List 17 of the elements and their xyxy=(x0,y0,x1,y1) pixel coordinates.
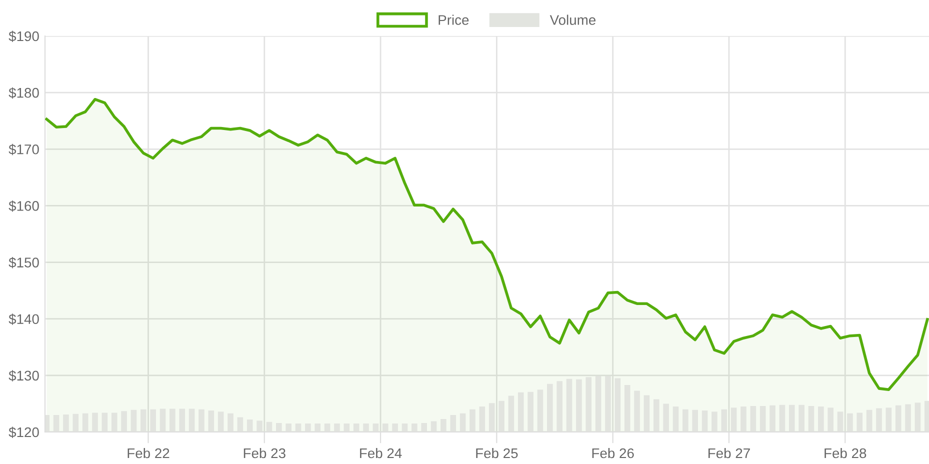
y-tick-label: $120 xyxy=(8,426,39,438)
x-tick-label: Feb 23 xyxy=(244,448,286,458)
x-tick-label: Feb 24 xyxy=(360,448,402,458)
y-tick-label: $170 xyxy=(8,144,39,156)
x-tick-label: Feb 25 xyxy=(476,448,518,458)
y-tick-label: $180 xyxy=(8,87,39,99)
x-tick-label: Feb 26 xyxy=(592,448,634,458)
y-tick-label: $190 xyxy=(8,30,39,42)
y-tick-label: $140 xyxy=(8,314,39,325)
x-tick-label: Feb 28 xyxy=(824,448,866,458)
y-tick-label: $150 xyxy=(8,257,39,268)
y-tick-label: $130 xyxy=(8,370,39,382)
y-tick-label: $160 xyxy=(8,200,39,212)
legend-label: Volume xyxy=(550,14,596,25)
legend-label: Price xyxy=(438,14,469,25)
x-tick-label: Feb 22 xyxy=(128,448,170,458)
x-tick-label: Feb 27 xyxy=(708,448,750,458)
